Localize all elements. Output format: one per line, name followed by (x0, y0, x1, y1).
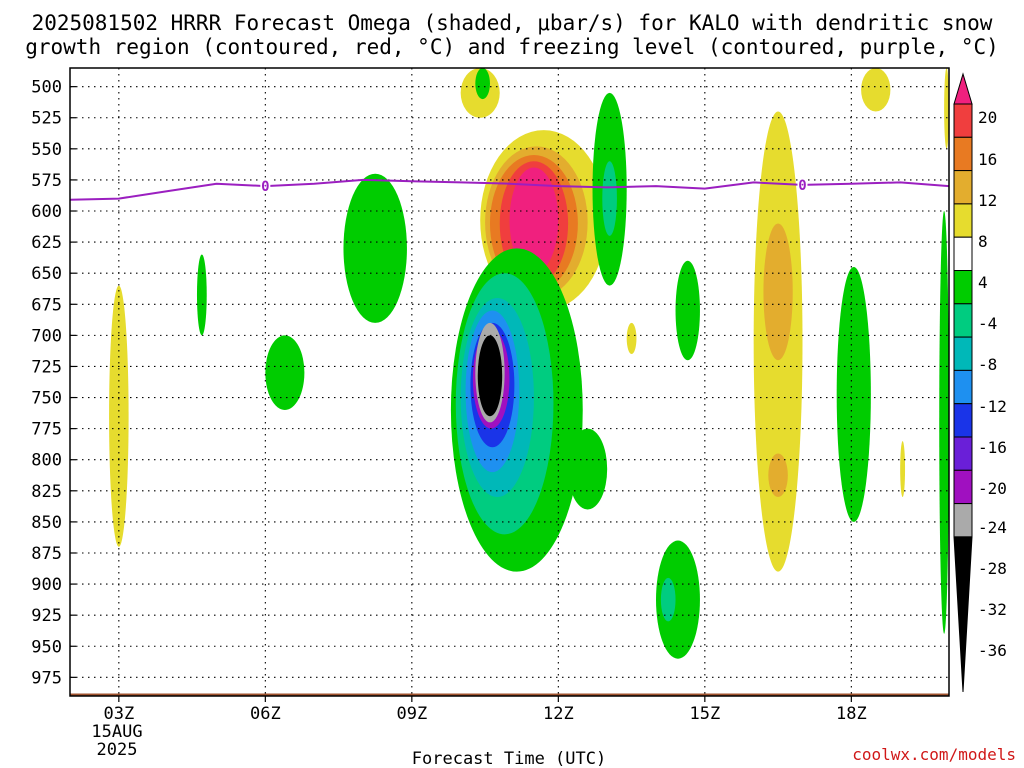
x-tick-label: 12Z (543, 704, 574, 724)
colorbar-label: -24 (978, 518, 1007, 537)
omega-region (900, 441, 906, 498)
x-axis-label: Forecast Time (UTC) (412, 749, 606, 768)
colorbar-label: 12 (978, 191, 997, 210)
y-tick-label: 550 (31, 140, 62, 160)
y-tick-label: 725 (31, 357, 62, 377)
y-tick-label: 825 (31, 482, 62, 502)
freezing-level-label: 0 (261, 179, 269, 195)
y-tick-label: 675 (31, 295, 62, 315)
y-tick-label: 650 (31, 264, 62, 284)
colorbar-label: -12 (978, 397, 1007, 416)
omega-region (660, 577, 676, 622)
colorbar-segment (953, 103, 973, 138)
y-tick-label: 575 (31, 171, 62, 191)
colorbar-segment (953, 203, 973, 238)
colorbar-label: 8 (978, 232, 988, 251)
colorbar-segment (953, 303, 973, 338)
colorbar: 20 16 12 8 4 -4 -8 -12 -16 -20 -24 -28 -32 -36 (953, 72, 1007, 693)
colorbar-segment (953, 403, 973, 438)
colorbar-label: -32 (978, 600, 1007, 619)
x-tick-label: 18Z (836, 704, 867, 724)
colorbar-segment (953, 136, 973, 172)
y-tick-label: 800 (31, 451, 62, 471)
y-axis-ticks: 500 525 550 575 600 625 650 675 700 725 750 775 800 8… (31, 78, 76, 688)
omega-region (568, 428, 608, 510)
colorbar-segment (953, 469, 973, 505)
colorbar-segment (953, 369, 973, 405)
x-tick-label: 06Z (250, 704, 281, 724)
chart-title-line2: growth region (contoured, red, °C) and f… (25, 35, 999, 59)
colorbar-label: 20 (978, 108, 997, 127)
colorbar-segment (953, 170, 973, 205)
omega-region (265, 335, 305, 410)
y-tick-label: 850 (31, 513, 62, 533)
terrain-band (70, 693, 949, 696)
y-tick-label: 900 (31, 575, 62, 595)
omega-region (196, 254, 207, 336)
credit-label: coolwx.com/models (852, 745, 1016, 764)
omega-region (861, 68, 891, 112)
colorbar-segment (953, 336, 973, 371)
x-tick-label: 15Z (689, 704, 720, 724)
y-tick-label: 750 (31, 389, 62, 409)
omega-region (675, 260, 700, 361)
freezing-level-label: 0 (798, 178, 806, 194)
omega-region (626, 322, 637, 355)
terrain-fill (70, 693, 949, 696)
x-tick-label: 03Z (103, 704, 134, 724)
y-tick-label: 775 (31, 420, 62, 440)
colorbar-label: -28 (978, 559, 1007, 578)
colorbar-label: -20 (978, 479, 1007, 498)
colorbar-label: -36 (978, 641, 1007, 660)
omega-region (763, 223, 793, 361)
x-axis-ticks: 03Z 06Z 09Z 12Z 15Z 18Z (103, 696, 867, 724)
colorbar-extend-bottom (953, 536, 973, 693)
y-tick-label: 925 (31, 606, 62, 626)
colorbar-extend-top (953, 72, 973, 105)
plot-frame (69, 67, 950, 697)
x-date-label-year: 2025 (97, 740, 138, 760)
freezing-level-label-bg (260, 178, 271, 193)
colorbar-segment (953, 236, 973, 271)
colorbar-segment (953, 270, 973, 305)
colorbar-segment (953, 503, 973, 538)
omega-region (768, 453, 788, 498)
x-date-label-day: 15AUG (91, 722, 142, 742)
freezing-level-label-bg (797, 176, 808, 191)
y-tick-label: 875 (31, 544, 62, 564)
omega-region (939, 211, 949, 634)
omega-region (944, 68, 949, 149)
y-tick-label: 700 (31, 326, 62, 346)
colorbar-label: -16 (978, 438, 1007, 457)
omega-region (475, 68, 490, 100)
omega-region (656, 540, 700, 659)
x-tick-label: 09Z (396, 704, 427, 724)
colorbar-label: 4 (978, 273, 988, 292)
y-tick-label: 600 (31, 202, 62, 222)
colorbar-segment (953, 436, 973, 471)
y-tick-label: 500 (31, 78, 62, 98)
y-tick-label: 625 (31, 233, 62, 253)
omega-region (477, 335, 503, 417)
y-tick-label: 975 (31, 668, 62, 688)
chart-title-line1: 2025081502 HRRR Forecast Omega (shaded, … (32, 11, 993, 35)
omega-region (509, 167, 559, 274)
y-tick-label: 525 (31, 109, 62, 129)
colorbar-label: 16 (978, 150, 997, 169)
omega-region (343, 173, 407, 323)
y-tick-label: 950 (31, 637, 62, 657)
omega-region (836, 266, 871, 522)
omega-region (602, 161, 617, 236)
colorbar-label: -8 (978, 355, 997, 374)
colorbar-label: -4 (978, 314, 997, 333)
